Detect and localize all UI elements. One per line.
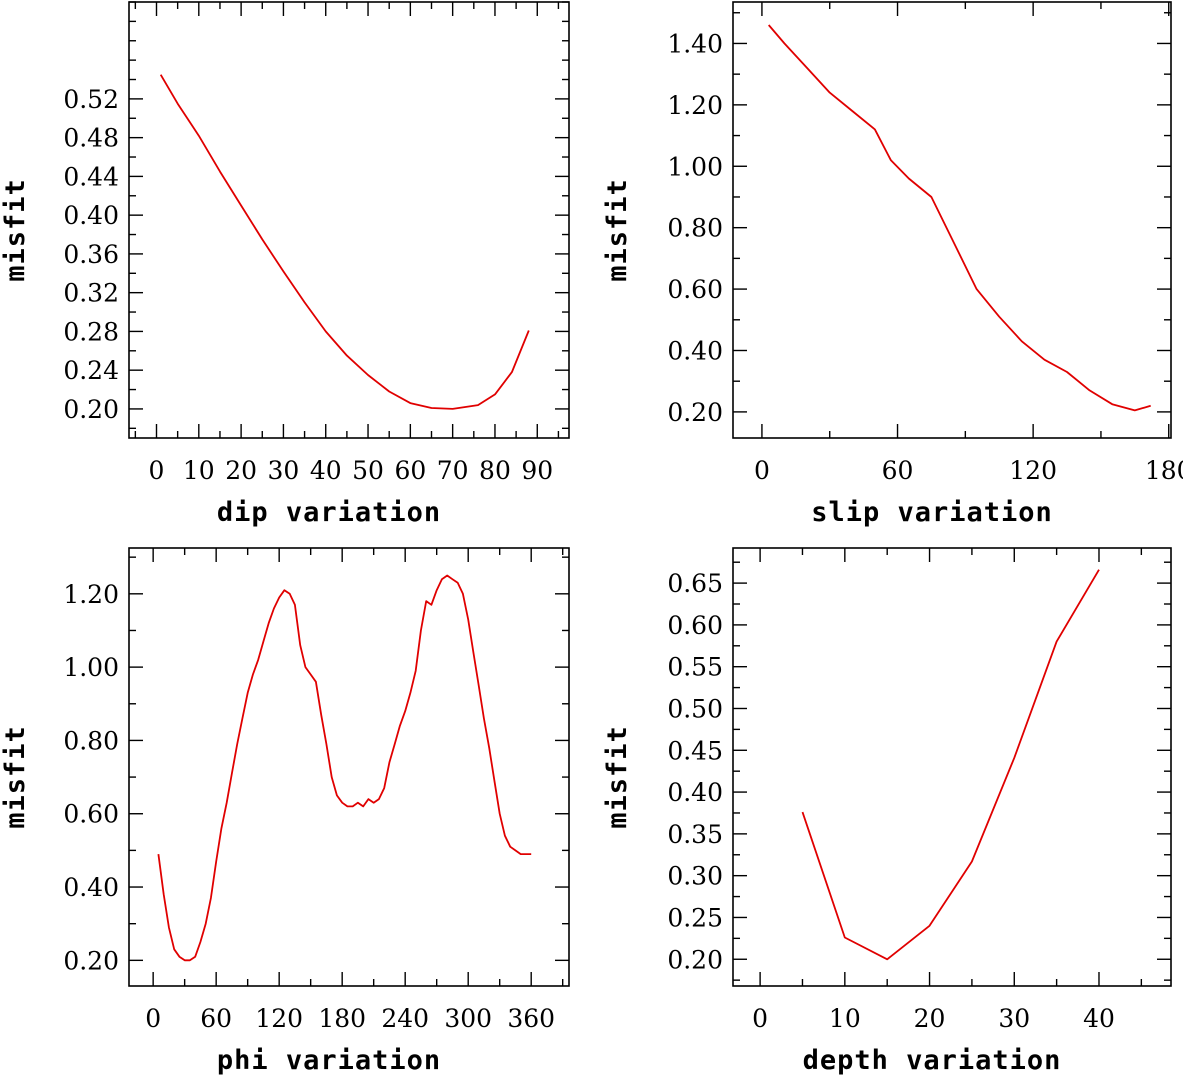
slip-xtick-label: 0 (754, 456, 770, 485)
slip-ytick-label: 0.60 (667, 275, 723, 304)
depth-xtick-label: 10 (829, 1004, 861, 1033)
dip-ytick-label: 0.36 (63, 240, 119, 269)
slip-x-axis-label: slip variation (811, 497, 1053, 528)
slip-xtick-label: 120 (1009, 456, 1057, 485)
depth-ytick-label: 0.55 (667, 653, 723, 682)
depth-xtick-label: 40 (1083, 1004, 1115, 1033)
depth-ytick-label: 0.50 (667, 694, 723, 723)
dip-ytick-label: 0.24 (63, 356, 119, 385)
slip-ytick-label: 1.40 (667, 29, 723, 58)
phi-xtick-label: 120 (255, 1004, 303, 1033)
depth-y-axis-label: misfit (602, 725, 633, 829)
dip-ytick-label: 0.20 (63, 395, 119, 424)
dip-y-axis-label: misfit (0, 178, 31, 282)
phi-xtick-label: 180 (318, 1004, 366, 1033)
slip-ytick-label: 1.20 (667, 91, 723, 120)
slip-ytick-label: 0.40 (667, 336, 723, 365)
panel-dip: 0.20 0.24 0.28 0.32 0.36 0.40 0.44 0.48 0.52 0 10 2… (0, 1, 570, 528)
phi-ytick-label: 0.40 (63, 873, 119, 902)
panel-depth: 0.20 0.25 0.30 0.35 0.40 0.45 0.50 0.55 0.60 0.65… (602, 547, 1172, 1076)
phi-ytick-label: 1.00 (63, 653, 119, 682)
slip-xtick-label: 60 (882, 456, 914, 485)
phi-ytick-label: 0.80 (63, 726, 119, 755)
depth-ytick-label: 0.40 (667, 778, 723, 807)
depth-xtick-label: 0 (752, 1004, 768, 1033)
phi-xtick-label: 300 (444, 1004, 492, 1033)
dip-ytick-label: 0.44 (63, 162, 119, 191)
dip-ytick-label: 0.28 (63, 317, 119, 346)
dip-ytick-label: 0.40 (63, 201, 119, 230)
depth-ytick-label: 0.45 (667, 736, 723, 765)
depth-xtick-label: 20 (914, 1004, 946, 1033)
dip-xtick-label: 40 (310, 456, 342, 485)
dip-ytick-label: 0.32 (63, 279, 119, 308)
depth-ytick-label: 0.25 (667, 903, 723, 932)
depth-ytick-label: 0.65 (667, 569, 723, 598)
depth-plot-frame (732, 547, 1172, 987)
dip-xtick-label: 90 (521, 456, 553, 485)
depth-ytick-label: 0.35 (667, 820, 723, 849)
dip-misfit-curve (159, 74, 530, 410)
slip-y-axis-label: misfit (602, 178, 633, 282)
depth-ytick-label: 0.20 (667, 945, 723, 974)
phi-misfit-curve (157, 574, 532, 962)
dip-xtick-label: 80 (479, 456, 511, 485)
dip-plot-frame (128, 1, 570, 439)
panel-slip: 0.20 0.40 0.60 0.80 1.00 1.20 1.40 0 60 120 180 sli… (602, 1, 1183, 528)
slip-ytick-label: 0.80 (667, 214, 723, 243)
dip-xtick-label: 70 (437, 456, 469, 485)
dip-ytick-label: 0.48 (63, 124, 119, 153)
phi-xtick-label: 0 (145, 1004, 161, 1033)
slip-ytick-label: 1.00 (667, 152, 723, 181)
phi-plot-frame (128, 547, 570, 987)
phi-ytick-label: 0.60 (63, 800, 119, 829)
dip-xtick-label: 50 (352, 456, 384, 485)
slip-xtick-label: 180 (1145, 456, 1183, 485)
depth-xtick-label: 30 (998, 1004, 1030, 1033)
panel-phi: 0.20 0.40 0.60 0.80 1.00 1.20 0 60 120 180 240 300 3… (0, 547, 570, 1076)
phi-xtick-label: 240 (381, 1004, 429, 1033)
slip-plot-frame (732, 1, 1172, 439)
slip-ytick-label: 0.20 (667, 398, 723, 427)
phi-y-axis-label: misfit (0, 725, 31, 829)
depth-ytick-label: 0.30 (667, 862, 723, 891)
dip-xtick-label: 60 (394, 456, 426, 485)
phi-ytick-label: 1.20 (63, 580, 119, 609)
depth-x-axis-label: depth variation (803, 1045, 1062, 1076)
depth-ytick-label: 0.60 (667, 611, 723, 640)
slip-misfit-curve (768, 24, 1151, 412)
dip-x-axis-label: dip variation (217, 497, 441, 528)
dip-xtick-label: 20 (225, 456, 257, 485)
phi-xtick-label: 360 (507, 1004, 555, 1033)
dip-xtick-label: 0 (149, 456, 165, 485)
dip-xtick-label: 10 (183, 456, 215, 485)
phi-x-axis-label: phi variation (217, 1045, 441, 1076)
dip-ytick-label: 0.52 (63, 85, 119, 114)
phi-xtick-label: 60 (200, 1004, 232, 1033)
dip-xtick-label: 30 (268, 456, 300, 485)
phi-ytick-label: 0.20 (63, 946, 119, 975)
depth-misfit-curve (801, 569, 1100, 961)
